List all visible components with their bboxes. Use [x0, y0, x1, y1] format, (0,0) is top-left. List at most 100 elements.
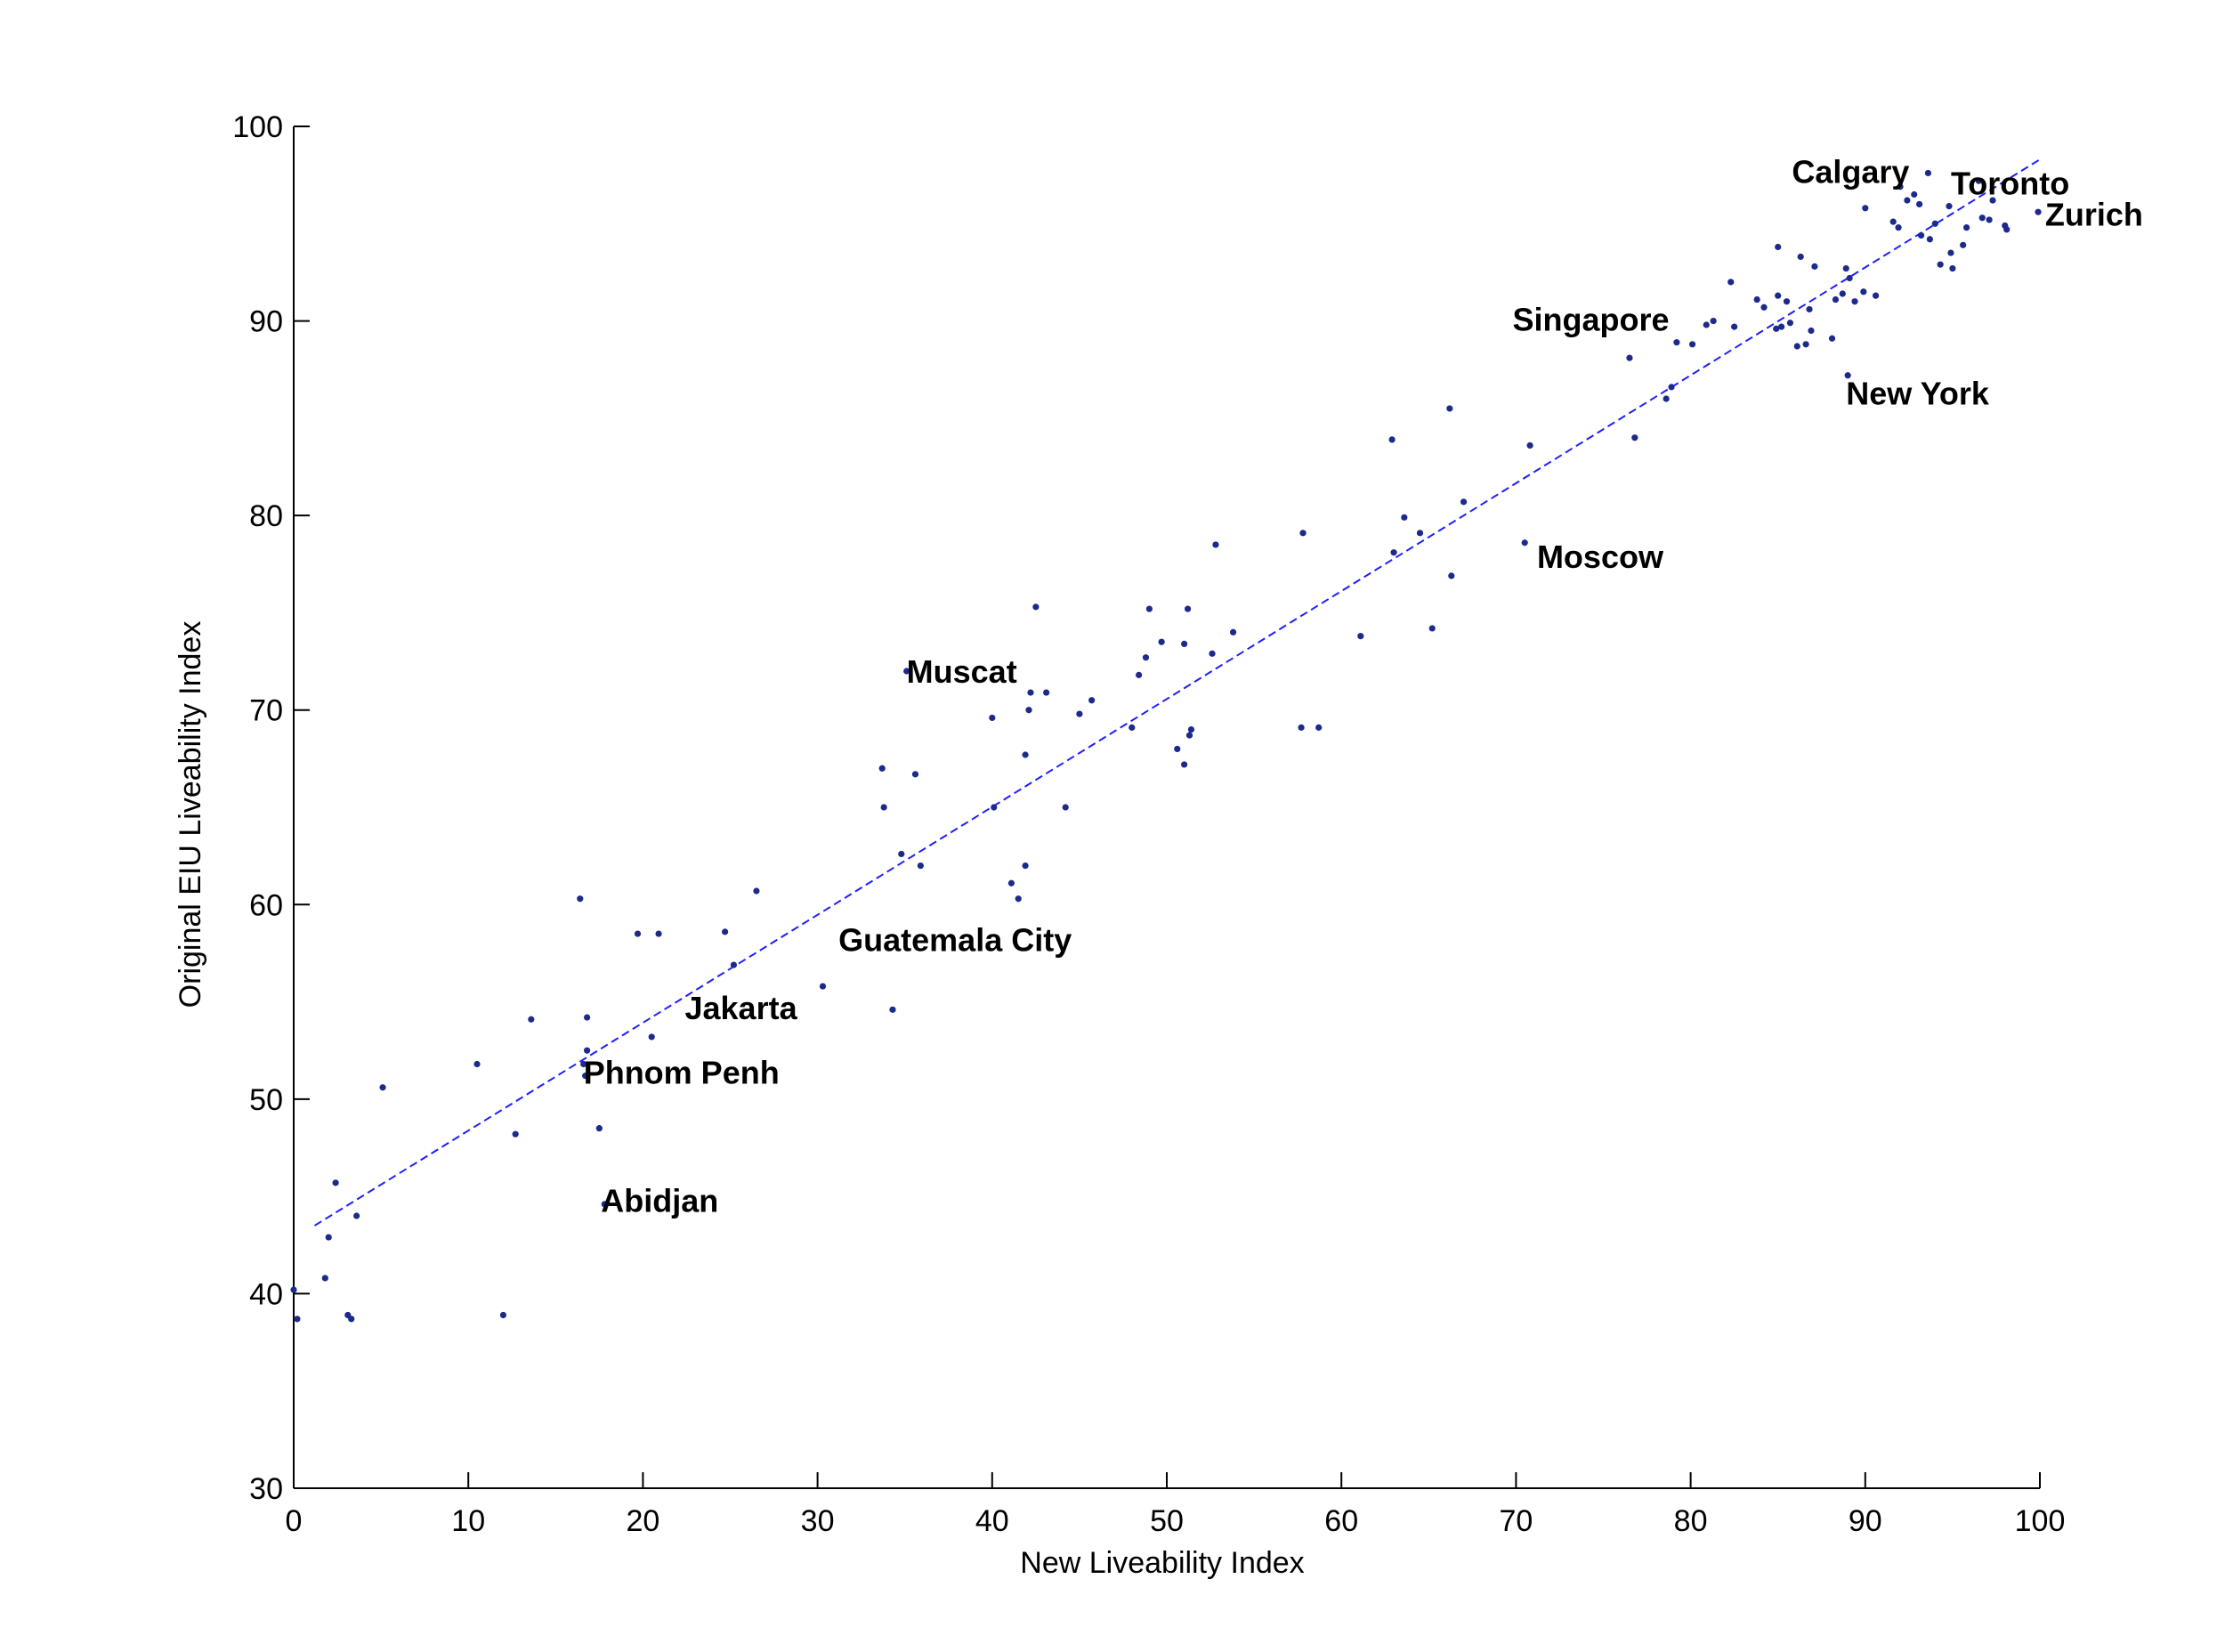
data-point [898, 850, 905, 858]
data-point [1145, 605, 1153, 612]
data-point [1136, 671, 1143, 678]
city-label: Phnom Penh [584, 1054, 780, 1090]
data-point [1753, 296, 1760, 304]
data-point [512, 1130, 519, 1138]
data-point [1862, 205, 1869, 212]
data-point [1828, 335, 1836, 342]
regression-line-layer [314, 158, 2041, 1227]
data-point [1446, 405, 1453, 412]
data-point [1626, 354, 1633, 361]
data-point [1062, 804, 1069, 811]
x-tick-label: 60 [1324, 1504, 1358, 1538]
data-point [1025, 707, 1032, 714]
city-label: New York [1846, 376, 1990, 412]
data-point [582, 1073, 589, 1080]
data-point [1731, 323, 1738, 330]
data-point [1895, 224, 1902, 231]
data-point [1088, 697, 1096, 704]
data-point [1299, 530, 1307, 537]
data-point [577, 895, 584, 903]
data-point [1897, 183, 1904, 190]
data-point [1129, 724, 1136, 731]
data-point [580, 1060, 587, 1068]
data-point [1710, 317, 1717, 325]
data-point [1229, 628, 1237, 636]
y-tick-label: 40 [249, 1277, 283, 1311]
data-point [878, 765, 886, 772]
data-point [1975, 177, 1982, 184]
data-point [1889, 218, 1897, 225]
data-point [379, 1084, 386, 1091]
data-point [1844, 372, 1851, 379]
data-point [1158, 638, 1165, 645]
y-tick-label: 60 [249, 888, 283, 922]
data-point [1926, 236, 1933, 243]
data-point [601, 1201, 608, 1208]
regression-line [314, 158, 2041, 1227]
data-point [1460, 498, 1468, 506]
data-point [1022, 751, 1029, 758]
data-point [1811, 263, 1818, 270]
data-point [1962, 224, 1970, 231]
data-point [294, 1316, 301, 1323]
data-point [1209, 650, 1216, 657]
data-point [1775, 292, 1782, 299]
data-point [1931, 220, 1938, 227]
data-point [1390, 549, 1397, 556]
data-point [1946, 203, 1953, 210]
data-point [989, 714, 996, 722]
data-point [1298, 724, 1305, 731]
y-tick-label: 50 [249, 1083, 283, 1117]
data-point [648, 1033, 655, 1041]
city-label: Abidjan [601, 1183, 718, 1219]
data-point [903, 668, 910, 675]
data-point [1187, 725, 1195, 733]
data-point [1663, 395, 1670, 402]
city-label: Toronto [1951, 166, 2069, 202]
data-point [1668, 384, 1675, 391]
data-point [1673, 339, 1680, 346]
data-point [1978, 215, 1986, 222]
data-point [911, 771, 919, 778]
data-point [1185, 732, 1193, 739]
data-point [1851, 298, 1858, 305]
data-point [880, 804, 887, 811]
data-point [1846, 274, 1853, 282]
x-tick-label: 80 [1674, 1504, 1708, 1538]
data-point [332, 1179, 339, 1186]
tick-labels-layer: 0 10 20 30 40 50 60 70 80 90 100 30 40 50 60 70 80 90 100 [232, 110, 2065, 1538]
data-point [1860, 288, 1867, 296]
data-point [1937, 261, 1944, 268]
data-point [1688, 341, 1696, 348]
data-point [1076, 710, 1083, 717]
x-tick-label: 0 [286, 1504, 303, 1538]
city-label: Guatemala City [838, 922, 1072, 959]
data-point [1388, 436, 1396, 443]
data-point [1760, 304, 1768, 311]
data-point [1806, 305, 1813, 313]
data-point [1401, 514, 1408, 521]
y-tick-label: 80 [249, 499, 283, 533]
data-point [1181, 761, 1188, 768]
data-point [1521, 539, 1528, 547]
data-point [1703, 321, 1710, 328]
data-point [1842, 264, 1849, 272]
data-point [584, 1014, 591, 1021]
data-point [1949, 264, 1956, 272]
data-point [1911, 190, 1918, 198]
data-point [584, 1047, 591, 1054]
city-label: Calgary [1792, 153, 1909, 190]
data-point [1027, 689, 1034, 696]
data-point [1315, 724, 1323, 731]
data-point [353, 1212, 360, 1219]
data-point [991, 804, 998, 811]
data-point [1793, 343, 1800, 350]
data-point [1174, 745, 1181, 753]
data-point [1773, 325, 1780, 332]
data-point [917, 862, 924, 870]
data-point [1947, 249, 1954, 256]
data-point [1022, 862, 1029, 870]
data-point [499, 1311, 507, 1319]
data-point [1526, 441, 1533, 449]
